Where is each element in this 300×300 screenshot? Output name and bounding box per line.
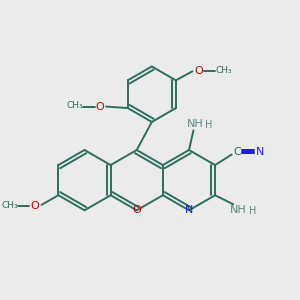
Text: CH₃: CH₃ (66, 101, 83, 110)
Text: O: O (95, 102, 104, 112)
Text: O: O (31, 201, 39, 212)
Text: O: O (132, 205, 141, 215)
Text: N: N (256, 146, 265, 157)
Text: NH: NH (230, 205, 247, 215)
Text: H: H (206, 120, 213, 130)
Text: H: H (249, 206, 256, 216)
Text: CH₃: CH₃ (215, 66, 232, 75)
Text: CH₃: CH₃ (2, 201, 18, 210)
Text: N: N (185, 205, 193, 215)
Text: NH: NH (187, 119, 203, 129)
Text: C: C (233, 146, 241, 157)
Text: O: O (195, 66, 203, 76)
